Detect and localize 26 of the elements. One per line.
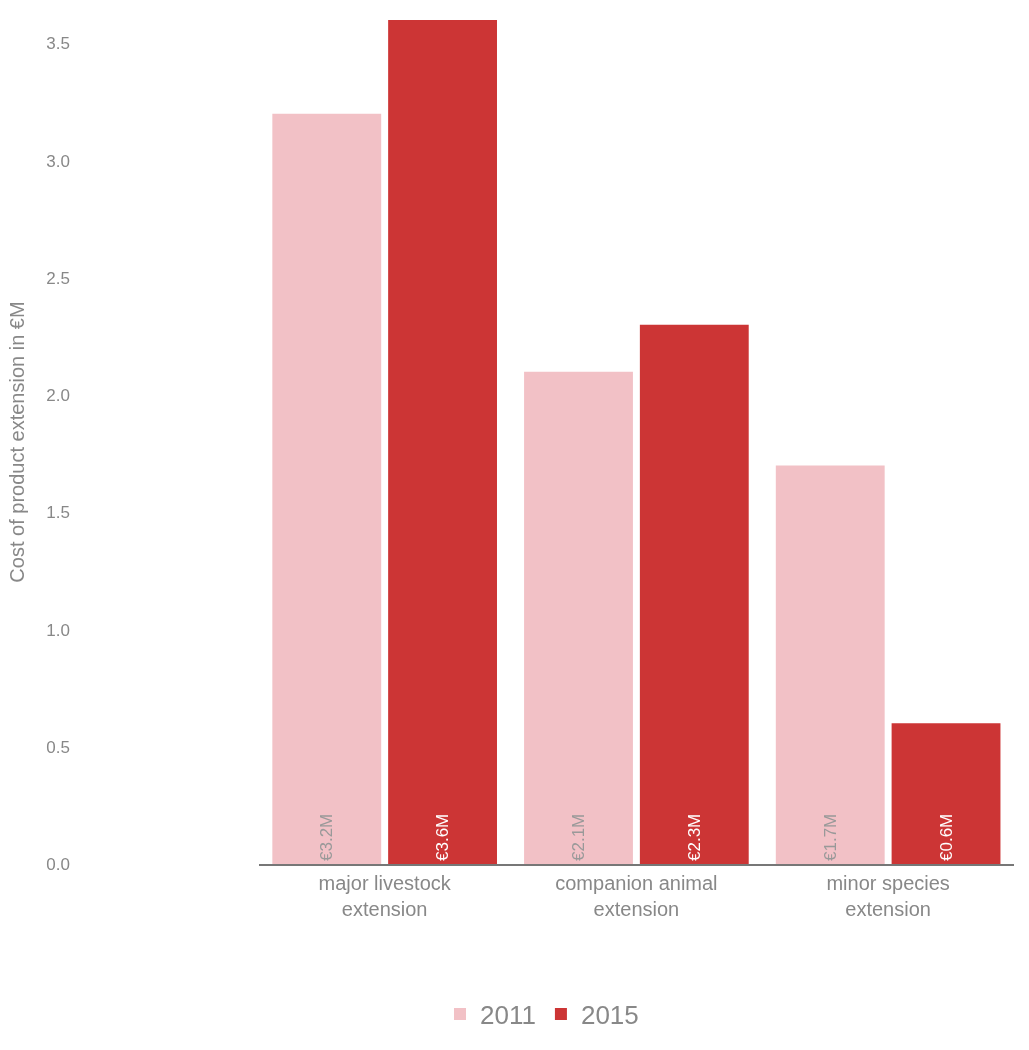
y-tick-label: 2.5 <box>46 268 70 288</box>
bar <box>891 723 1001 864</box>
legend-label: 2011 <box>480 1000 536 1031</box>
y-tick-label: 0.5 <box>46 737 70 757</box>
x-tick-label: minor species extension <box>826 872 950 920</box>
y-tick-label: 3.5 <box>46 34 70 54</box>
y-tick-label: 1.5 <box>46 503 70 523</box>
bar <box>524 371 633 864</box>
y-tick-label: 3.0 <box>46 151 70 171</box>
bar <box>775 465 885 864</box>
x-tick-label: companion animal extension <box>555 872 718 920</box>
data-label: €2.1M <box>569 813 589 861</box>
data-label: €3.6M <box>433 813 453 861</box>
legend-label: 2015 <box>580 1000 639 1031</box>
data-label: €2.3M <box>684 813 704 861</box>
data-label: €0.6M <box>936 813 956 861</box>
y-axis-title: Cost of product extension in €M <box>5 301 28 583</box>
bar <box>639 324 749 864</box>
bar <box>388 20 497 864</box>
data-label: €1.7M <box>820 813 840 861</box>
x-tick-label: major livestock extension <box>318 872 452 920</box>
y-tick-label: 1.0 <box>46 620 70 640</box>
y-tick-label: 2.0 <box>46 386 70 406</box>
bar <box>272 113 382 864</box>
data-label: €3.2M <box>317 813 337 861</box>
y-tick-label: 0.0 <box>46 854 70 874</box>
